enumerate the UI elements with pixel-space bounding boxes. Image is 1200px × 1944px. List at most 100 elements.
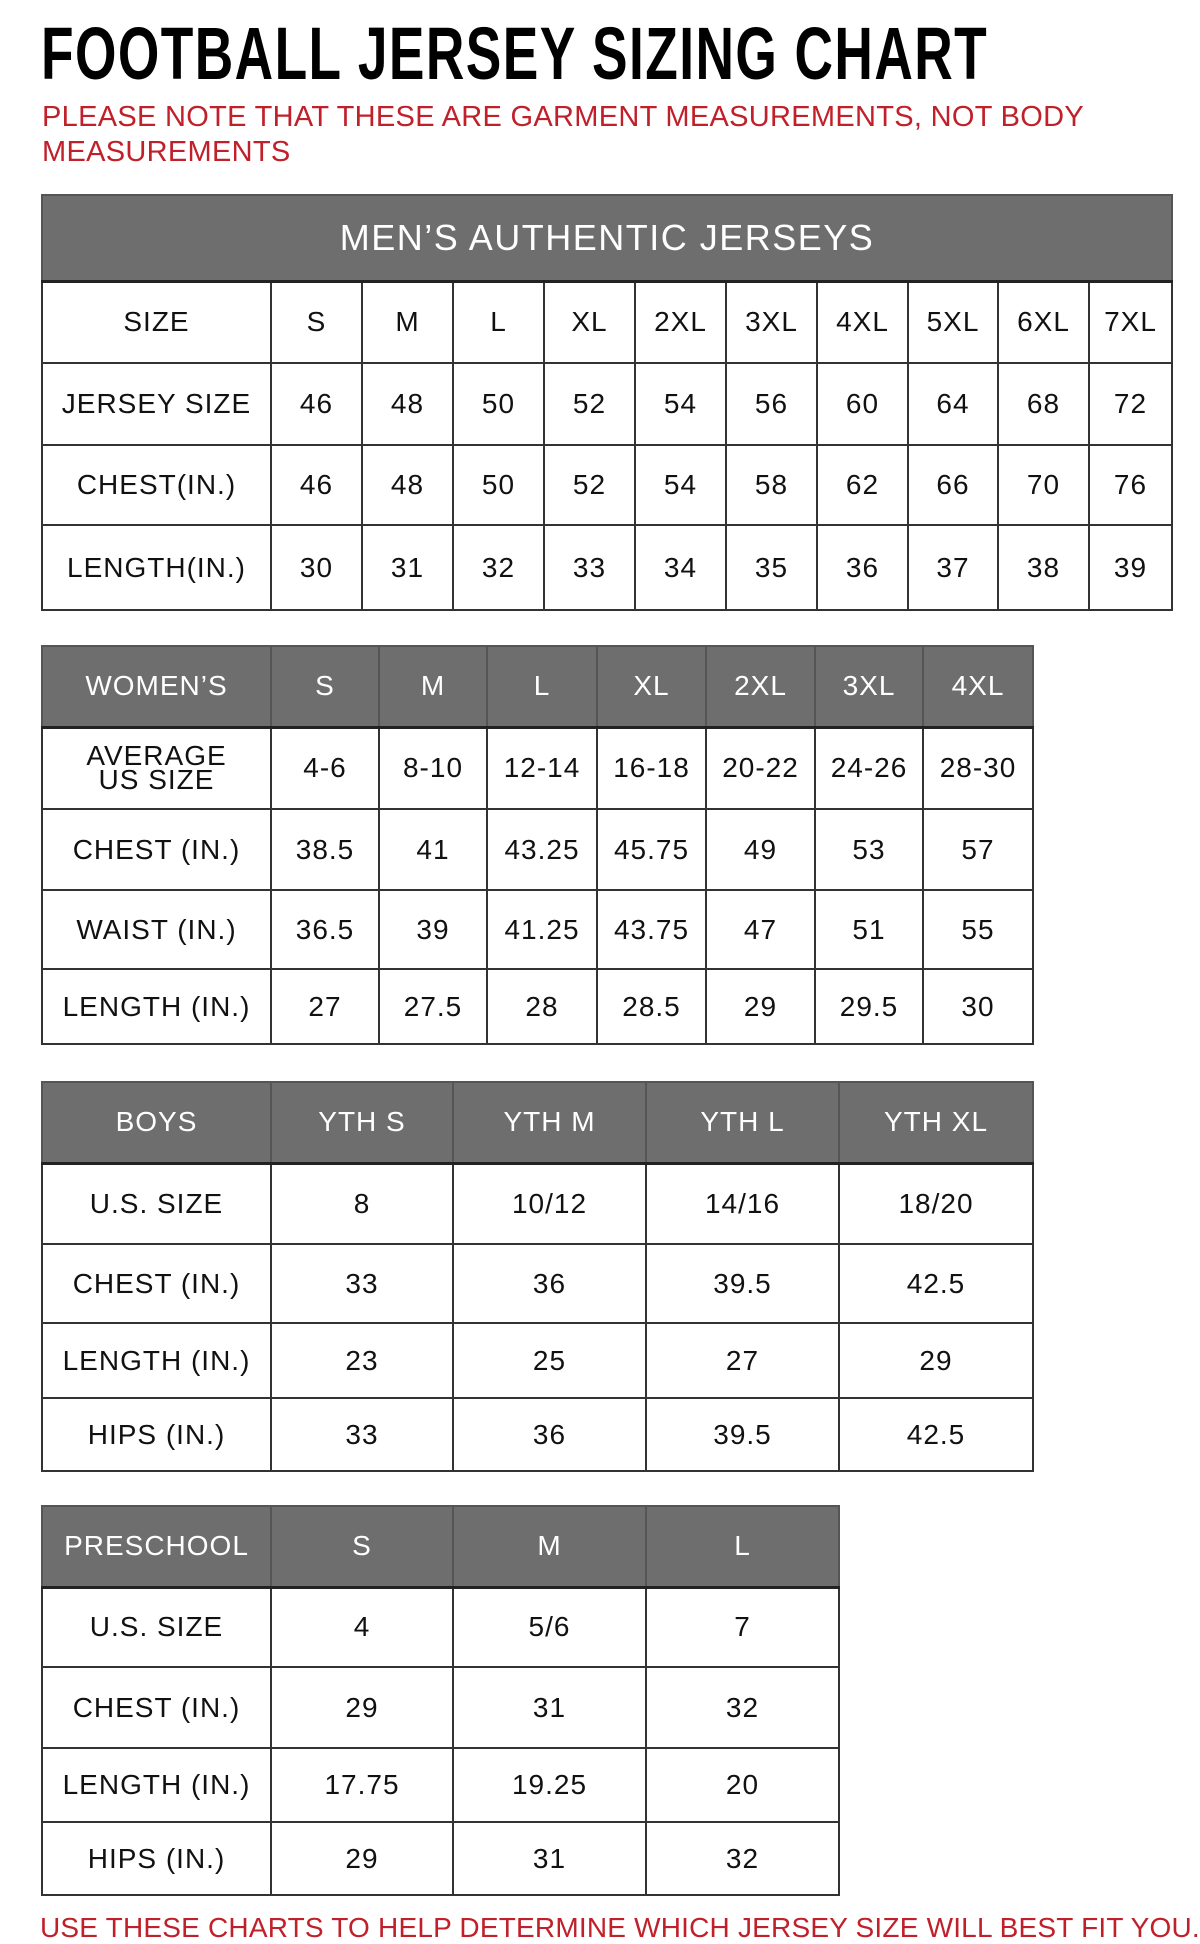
- table-cell: 33: [270, 1397, 454, 1472]
- row-label: LENGTH(IN.): [41, 524, 272, 611]
- boys-table: BOYS YTH S YTH M YTH L YTH XL U.S. SIZE 8 10/12…: [41, 1081, 1034, 1472]
- size-header: 6XL: [997, 280, 1090, 364]
- table-cell: 50: [452, 444, 545, 526]
- table-cell: 20-22: [705, 726, 816, 810]
- row-label: CHEST (IN.): [41, 1243, 272, 1324]
- table-cell: 57: [922, 808, 1034, 891]
- table-cell: 76: [1088, 444, 1173, 526]
- garment-note: PLEASE NOTE THAT THESE ARE GARMENT MEASU…: [42, 101, 1084, 168]
- table-row: CHEST (IN.) 29 31 32: [41, 1666, 840, 1749]
- size-header: YTH L: [645, 1081, 840, 1165]
- size-header: YTH M: [452, 1081, 647, 1165]
- size-header: 5XL: [907, 280, 999, 364]
- table-row: U.S. SIZE 4 5/6 7: [41, 1586, 840, 1668]
- table-cell: 41.25: [486, 889, 598, 970]
- table-cell: 29: [270, 1666, 454, 1749]
- table-cell: 53: [814, 808, 924, 891]
- size-header: L: [645, 1505, 840, 1589]
- table-cell: 36: [452, 1243, 647, 1324]
- table-cell: 19.25: [452, 1747, 647, 1823]
- table-cell: 33: [270, 1243, 454, 1324]
- table-cell: 32: [452, 524, 545, 611]
- table-cell: 34: [634, 524, 727, 611]
- table-cell: 46: [270, 444, 363, 526]
- table-cell: 48: [361, 362, 454, 446]
- size-header: 3XL: [725, 280, 818, 364]
- table-row: HIPS (IN.) 33 36 39.5 42.5: [41, 1397, 1034, 1472]
- size-header: M: [378, 645, 488, 729]
- table-cell: 24-26: [814, 726, 924, 810]
- table-cell: 33: [543, 524, 636, 611]
- table-row: LENGTH(IN.) 30 31 32 33 34 35 36 37 38 39: [41, 524, 1173, 611]
- table-cell: 7: [645, 1586, 840, 1668]
- table-cell: 50: [452, 362, 545, 446]
- table-cell: 36: [452, 1397, 647, 1472]
- table-cell: 29.5: [814, 968, 924, 1045]
- size-header: L: [486, 645, 598, 729]
- table-cell: 37: [907, 524, 999, 611]
- table-cell: 38.5: [270, 808, 380, 891]
- table-row: HIPS (IN.) 29 31 32: [41, 1821, 840, 1896]
- table-cell: 43.25: [486, 808, 598, 891]
- row-label: CHEST (IN.): [41, 1666, 272, 1749]
- table-cell: 46: [270, 362, 363, 446]
- table-cell: 12-14: [486, 726, 598, 810]
- row-label: CHEST (IN.): [41, 808, 272, 891]
- table-row: JERSEY SIZE 46 48 50 52 54 56 60 64 68 72: [41, 362, 1173, 446]
- table-cell: 36.5: [270, 889, 380, 970]
- table-cell: 36: [816, 524, 909, 611]
- row-label: LENGTH (IN.): [41, 968, 272, 1045]
- row-label: CHEST(IN.): [41, 444, 272, 526]
- header-row: BOYS YTH S YTH M YTH L YTH XL: [41, 1081, 1034, 1165]
- header-row: WOMEN’S S M L XL 2XL 3XL 4XL: [41, 645, 1034, 729]
- size-header: M: [361, 280, 454, 364]
- table-cell: 31: [452, 1666, 647, 1749]
- table-row: LENGTH (IN.) 23 25 27 29: [41, 1322, 1034, 1399]
- row-label: JERSEY SIZE: [41, 362, 272, 446]
- size-header: 4XL: [816, 280, 909, 364]
- table-cell: 29: [838, 1322, 1034, 1399]
- size-header: S: [270, 280, 363, 364]
- table-cell: 14/16: [645, 1162, 840, 1245]
- table-row: CHEST (IN.) 33 36 39.5 42.5: [41, 1243, 1034, 1324]
- table-cell: 31: [452, 1821, 647, 1896]
- table-cell: 29: [705, 968, 816, 1045]
- table-cell: 28: [486, 968, 598, 1045]
- womens-table: WOMEN’S S M L XL 2XL 3XL 4XL AVERAGE US SIZE 4-6 8…: [41, 645, 1034, 1045]
- table-cell: 58: [725, 444, 818, 526]
- table-row: AVERAGE US SIZE 4-6 8-10 12-14 16-18 20-22 24-…: [41, 726, 1034, 810]
- table-cell: 29: [270, 1821, 454, 1896]
- size-header: YTH S: [270, 1081, 454, 1165]
- table-row: CHEST(IN.) 46 48 50 52 54 58 62 66 70 76: [41, 444, 1173, 526]
- size-header: M: [452, 1505, 647, 1589]
- header-label: PRESCHOOL: [41, 1505, 272, 1589]
- table-cell: 70: [997, 444, 1090, 526]
- table-cell: 39: [1088, 524, 1173, 611]
- row-label: HIPS (IN.): [41, 1821, 272, 1896]
- header-label: WOMEN’S: [41, 645, 272, 729]
- table-cell: 66: [907, 444, 999, 526]
- size-header: YTH XL: [838, 1081, 1034, 1165]
- size-header: S: [270, 645, 380, 729]
- table-banner: MEN’S AUTHENTIC JERSEYS: [41, 194, 1173, 283]
- size-header: XL: [596, 645, 707, 729]
- table-row: LENGTH (IN.) 27 27.5 28 28.5 29 29.5 30: [41, 968, 1034, 1045]
- row-label: WAIST (IN.): [41, 889, 272, 970]
- row-label: LENGTH (IN.): [41, 1322, 272, 1399]
- table-cell: 72: [1088, 362, 1173, 446]
- size-header: 3XL: [814, 645, 924, 729]
- table-cell: 42.5: [838, 1397, 1034, 1472]
- table-cell: 39.5: [645, 1243, 840, 1324]
- table-cell: 52: [543, 362, 636, 446]
- table-cell: 23: [270, 1322, 454, 1399]
- table-cell: 28.5: [596, 968, 707, 1045]
- table-cell: 8-10: [378, 726, 488, 810]
- table-cell: 49: [705, 808, 816, 891]
- table-cell: 35: [725, 524, 818, 611]
- size-header: S: [270, 1505, 454, 1589]
- table-cell: 5/6: [452, 1586, 647, 1668]
- table-row: LENGTH (IN.) 17.75 19.25 20: [41, 1747, 840, 1823]
- header-label: SIZE: [41, 280, 272, 364]
- header-row: PRESCHOOL S M L: [41, 1505, 840, 1589]
- table-cell: 18/20: [838, 1162, 1034, 1245]
